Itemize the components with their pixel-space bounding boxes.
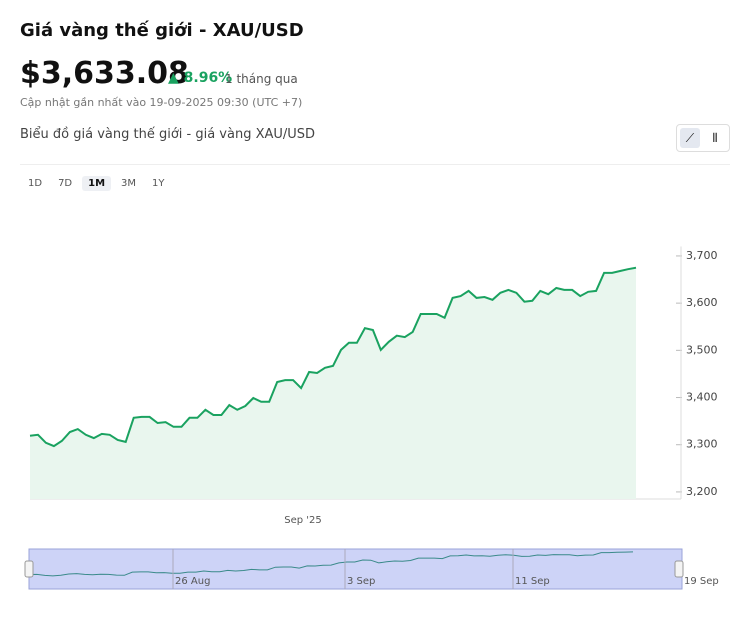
title: Giá vàng thế giới - XAU/USD xyxy=(20,20,304,41)
chart-title: Biểu đồ giá vàng thế giới - giá vàng XAU… xyxy=(20,127,316,142)
y-tick-label: 3,700 xyxy=(686,249,718,262)
y-tick-label: 3,400 xyxy=(686,391,718,404)
range-button[interactable]: 7D xyxy=(58,178,73,189)
candle-mode[interactable]: ⫴ xyxy=(712,131,718,145)
updated: Cập nhật gần nhất vào 19-09-2025 09:30 (… xyxy=(20,96,303,109)
line-mode[interactable]: ⟋ xyxy=(680,128,700,148)
y-tick-label: 3,600 xyxy=(686,296,718,309)
range-button[interactable]: 1D xyxy=(28,178,43,189)
navigator-handle[interactable] xyxy=(24,560,34,578)
range-button[interactable]: 3M xyxy=(121,178,137,189)
divider xyxy=(20,164,730,165)
change: ▲ 8.96% xyxy=(168,70,233,86)
y-tick-label: 3,300 xyxy=(686,438,718,451)
navigator-label: 26 Aug xyxy=(175,576,210,587)
price: $3,633.08 xyxy=(20,56,189,91)
navigator-handle[interactable] xyxy=(674,560,684,578)
change-value: 8.96% xyxy=(183,70,233,86)
range-button[interactable]: 1M xyxy=(82,176,112,191)
chart-mode-toggle[interactable]: ⟋ ⫴ xyxy=(676,124,730,152)
range-buttons: 1D 7D 1M 3M 1Y xyxy=(22,176,171,191)
navigator-label: 11 Sep xyxy=(515,576,550,587)
y-tick-label: 3,200 xyxy=(686,485,718,498)
navigator-line xyxy=(28,551,634,577)
navigator-label: 3 Sep xyxy=(347,576,375,587)
range-button[interactable]: 1Y xyxy=(152,178,165,189)
area xyxy=(30,267,636,499)
x-axis-label: Sep '25 xyxy=(284,515,322,526)
navigator-label: 19 Sep xyxy=(684,576,719,587)
y-tick-label: 3,500 xyxy=(686,343,718,356)
price-line xyxy=(29,266,637,448)
period: 1 tháng qua xyxy=(225,72,298,86)
